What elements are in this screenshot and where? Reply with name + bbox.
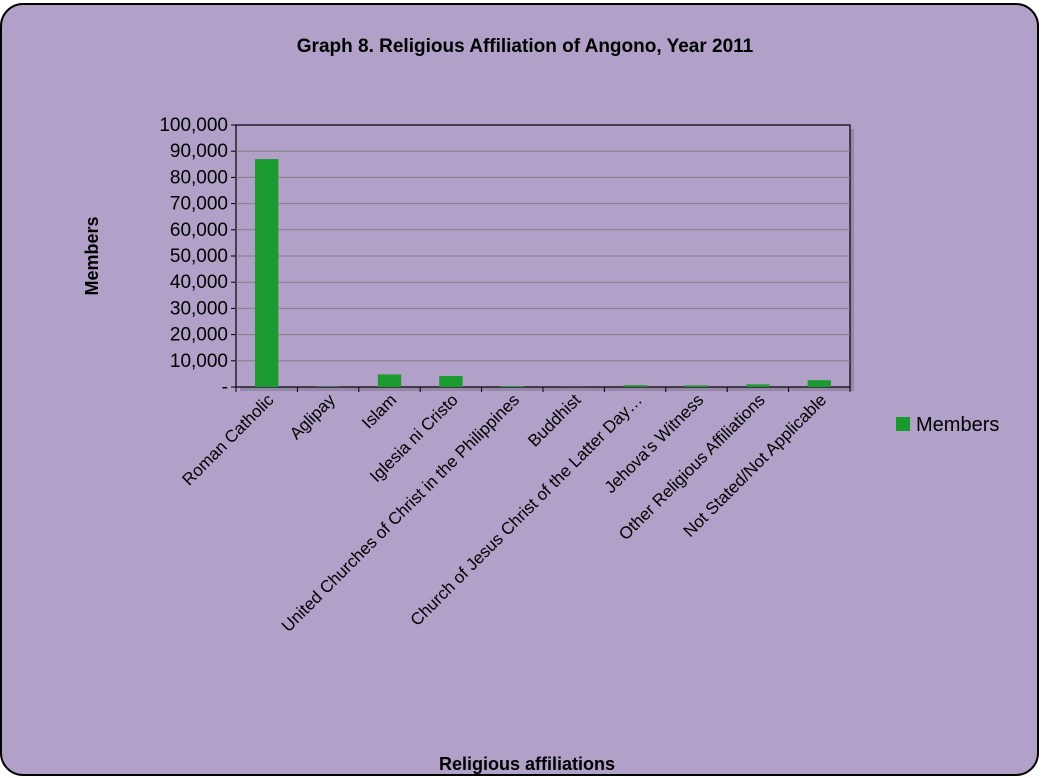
bar (746, 384, 770, 387)
bar (684, 385, 709, 387)
bar (623, 385, 647, 387)
legend-swatch (896, 417, 910, 431)
chart-title: Graph 8. Religious Affiliation of Angono… (297, 36, 754, 57)
legend: Members (896, 414, 999, 436)
legend-label-members: Members (916, 414, 999, 436)
bar (439, 375, 463, 387)
y-tick-label: 10,000 (170, 351, 228, 372)
y-tick-label: 100,000 (159, 115, 228, 136)
y-tick-label: 30,000 (170, 298, 228, 319)
bar (807, 380, 831, 387)
bar (255, 159, 279, 387)
y-axis-title: Members (82, 216, 102, 295)
y-tick-label: 50,000 (170, 246, 228, 267)
y-tick-label: - (222, 377, 228, 398)
y-tick-label: 20,000 (170, 325, 228, 346)
y-tick-label: 40,000 (170, 272, 228, 293)
y-tick-label: 80,000 (170, 167, 228, 188)
y-tick-label: 90,000 (170, 141, 228, 162)
bar (500, 386, 524, 387)
bar (377, 374, 402, 387)
y-tick-label: 70,000 (170, 194, 228, 215)
y-tick-label: 60,000 (170, 220, 228, 241)
x-axis-title: Religious affiliations (439, 754, 615, 774)
